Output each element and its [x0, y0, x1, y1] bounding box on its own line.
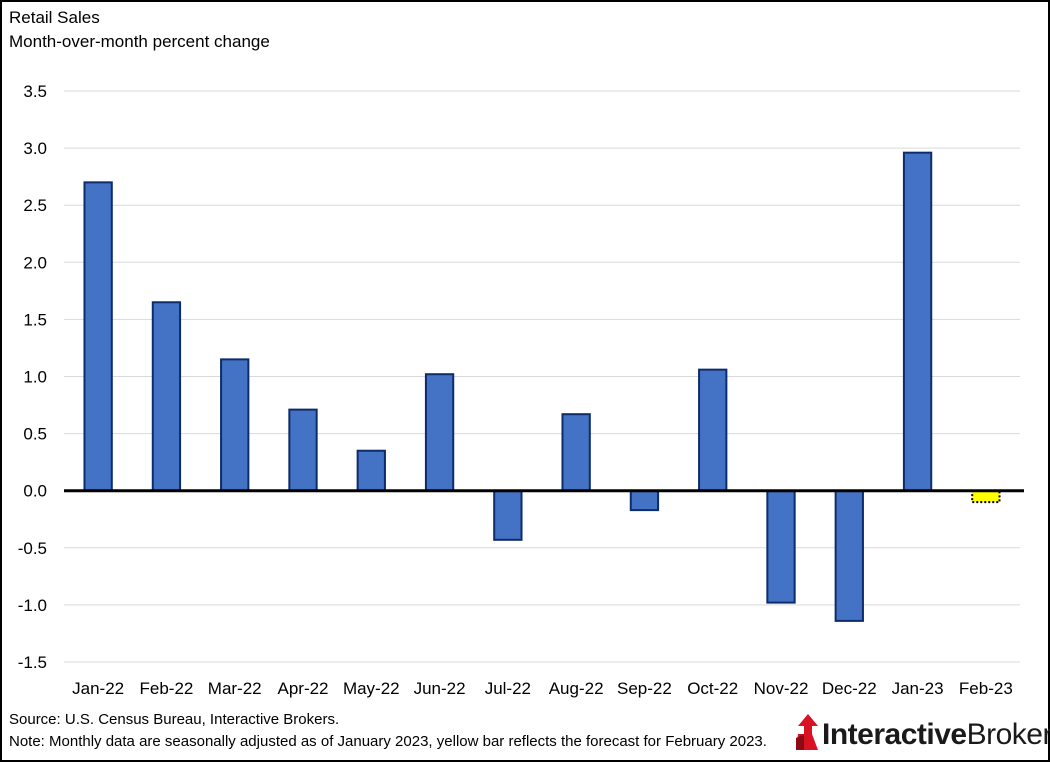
x-tick-label: Sep-22	[617, 679, 672, 698]
x-tick-label: Mar-22	[208, 679, 262, 698]
chart-subtitle: Month-over-month percent change	[9, 32, 270, 51]
bar	[766, 489, 796, 604]
x-axis-ticks: Jan-22 Feb-22 Mar-22 Apr-22 May-22 Jun-22 Jul-…	[72, 679, 1013, 698]
source-note: Source: U.S. Census Bureau, Interactive …	[9, 711, 340, 728]
y-tick-label: -1.0	[18, 596, 47, 615]
x-tick-label: Jul-22	[485, 679, 531, 698]
bar	[629, 489, 660, 512]
bar	[288, 408, 318, 492]
bar	[220, 358, 250, 492]
bar	[83, 181, 113, 492]
logo-text-bold: Interactive	[822, 718, 967, 751]
bar	[356, 449, 386, 492]
logo-mark-icon	[796, 714, 818, 750]
x-tick-label: Feb-22	[139, 679, 193, 698]
x-tick-label: Jan-22	[72, 679, 124, 698]
x-tick-label: Oct-22	[687, 679, 738, 698]
x-tick-label: May-22	[343, 679, 400, 698]
y-tick-label: 3.0	[23, 139, 47, 158]
forecast-bar	[971, 489, 1001, 504]
x-tick-label: Jun-22	[414, 679, 466, 698]
x-tick-label: Apr-22	[277, 679, 328, 698]
y-tick-label: -1.5	[18, 653, 47, 672]
chart-title: Retail Sales	[9, 8, 100, 27]
footnote: Note: Monthly data are seasonally adjust…	[9, 733, 767, 750]
gridlines	[64, 90, 1020, 663]
x-tick-label: Nov-22	[754, 679, 809, 698]
bar	[834, 489, 864, 622]
x-tick-label: Jan-23	[892, 679, 944, 698]
bar	[698, 368, 728, 492]
y-tick-label: 3.5	[23, 82, 47, 101]
y-axis-ticks: 3.5 3.0 2.5 2.0 1.5 1.0 0.5 0.0 -0.5 -1.0 -1.5	[18, 82, 47, 672]
bar	[902, 151, 933, 492]
y-tick-label: 2.0	[23, 253, 47, 272]
bar	[424, 373, 455, 492]
y-tick-label: 0.5	[23, 425, 47, 444]
bar-chart: 3.5 3.0 2.5 2.0 1.5 1.0 0.5 0.0 -0.5 -1.0 -1.5 Jan…	[18, 82, 1024, 698]
y-tick-label: 0.0	[23, 482, 47, 501]
y-tick-label: 1.5	[23, 310, 47, 329]
bar	[151, 301, 182, 492]
x-tick-label: Feb-23	[959, 679, 1013, 698]
x-tick-label: Dec-22	[822, 679, 877, 698]
x-tick-label: Aug-22	[549, 679, 604, 698]
y-tick-label: -0.5	[18, 539, 47, 558]
bar	[493, 489, 523, 541]
logo-text-regular: Brokers	[966, 718, 1050, 751]
y-tick-label: 1.0	[23, 368, 47, 387]
bar	[561, 413, 591, 492]
y-tick-label: 2.5	[23, 196, 47, 215]
bars	[83, 151, 1001, 622]
